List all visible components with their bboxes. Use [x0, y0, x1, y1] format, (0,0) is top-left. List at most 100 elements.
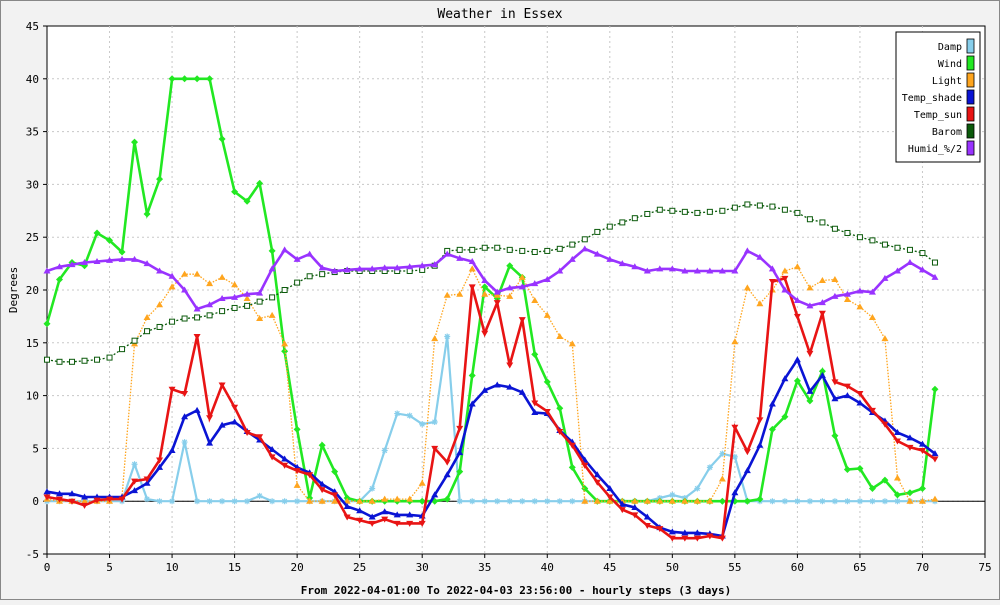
point-temp-sun [306, 472, 314, 479]
point-wind [543, 378, 551, 386]
point-temp-sun [68, 498, 76, 505]
point-wind [168, 75, 176, 83]
point-temp-sun [606, 494, 614, 501]
point-humid-2 [918, 266, 926, 273]
point-light [368, 497, 376, 504]
point-light [681, 497, 689, 504]
point-temp-sun [106, 496, 114, 503]
point-humid-2 [418, 262, 426, 269]
point-temp-sun [431, 445, 439, 452]
point-damp [431, 419, 438, 425]
point-damp [394, 410, 401, 417]
point-light [456, 290, 464, 297]
x-tick-label: 45 [603, 561, 616, 574]
point-light [831, 275, 839, 282]
point-light [281, 340, 289, 347]
point-temp-sun [468, 284, 476, 291]
point-temp-sun [268, 454, 276, 461]
point-damp [769, 498, 776, 505]
point-wind [468, 372, 476, 380]
point-light [543, 311, 551, 318]
point-humid-2 [881, 274, 889, 281]
point-barom [194, 314, 201, 321]
point-humid-2 [293, 255, 301, 262]
point-humid-2 [681, 267, 689, 274]
point-wind [118, 248, 126, 256]
legend-swatch-temp-sun [966, 106, 975, 122]
point-barom [494, 244, 501, 251]
point-humid-2 [493, 288, 501, 295]
point-temp-sun [506, 362, 514, 369]
point-humid-2 [581, 245, 589, 252]
point-humid-2 [143, 260, 151, 267]
point-temp-sun [918, 448, 926, 455]
point-temp-shade [318, 480, 326, 487]
point-temp-sun [181, 390, 189, 397]
point-humid-2 [856, 287, 864, 294]
point-light [668, 497, 676, 504]
point-wind [256, 179, 264, 187]
point-damp [556, 498, 563, 505]
point-humid-2 [743, 247, 751, 254]
point-wind [293, 425, 301, 433]
point-wind [781, 413, 789, 421]
point-humid-2 [843, 290, 851, 297]
point-wind [106, 236, 114, 244]
point-humid-2 [668, 265, 676, 272]
point-humid-2 [343, 266, 351, 273]
point-light [143, 313, 151, 320]
point-light [606, 497, 614, 504]
point-barom [869, 237, 876, 244]
point-temp-sun [368, 520, 376, 527]
x-tick-label: 55 [728, 561, 741, 574]
point-temp-shade [381, 508, 389, 515]
series-humid-2 [43, 245, 939, 312]
point-temp-sun [193, 333, 201, 340]
point-wind [231, 188, 239, 196]
point-humid-2 [168, 272, 176, 279]
point-temp-sun [93, 497, 101, 504]
point-barom [94, 356, 101, 363]
point-wind [206, 75, 214, 83]
point-light [381, 495, 389, 502]
point-wind [756, 495, 764, 503]
point-wind [43, 320, 51, 328]
point-temp-shade [218, 421, 226, 428]
point-humid-2 [756, 253, 764, 260]
point-damp [194, 498, 201, 505]
point-damp [569, 498, 576, 505]
legend-swatch-wind [966, 55, 975, 71]
point-light [181, 270, 189, 277]
point-wind [181, 75, 189, 83]
point-wind [318, 441, 326, 449]
point-light [443, 291, 451, 298]
point-humid-2 [556, 267, 564, 274]
point-damp [506, 498, 513, 505]
point-damp [256, 492, 263, 499]
point-damp [381, 447, 388, 454]
point-light [693, 497, 701, 504]
point-damp [231, 498, 238, 505]
legend-box [895, 31, 981, 163]
point-barom [119, 346, 126, 353]
point-temp-sun [718, 535, 726, 542]
point-barom [744, 201, 751, 208]
y-tick-label: 35 [26, 126, 39, 139]
point-temp-sun [818, 310, 826, 317]
point-humid-2 [781, 286, 789, 293]
point-temp-shade [281, 455, 289, 462]
point-barom [319, 271, 326, 278]
point-temp-sun [593, 479, 601, 486]
point-wind [93, 229, 101, 237]
point-barom [519, 247, 526, 254]
point-light [256, 315, 264, 322]
point-temp-sun [868, 407, 876, 414]
point-barom [206, 312, 213, 319]
point-temp-sun [256, 434, 264, 441]
point-light [231, 281, 239, 288]
point-temp-sun [793, 313, 801, 320]
point-temp-sun [806, 350, 814, 357]
point-humid-2 [181, 286, 189, 293]
